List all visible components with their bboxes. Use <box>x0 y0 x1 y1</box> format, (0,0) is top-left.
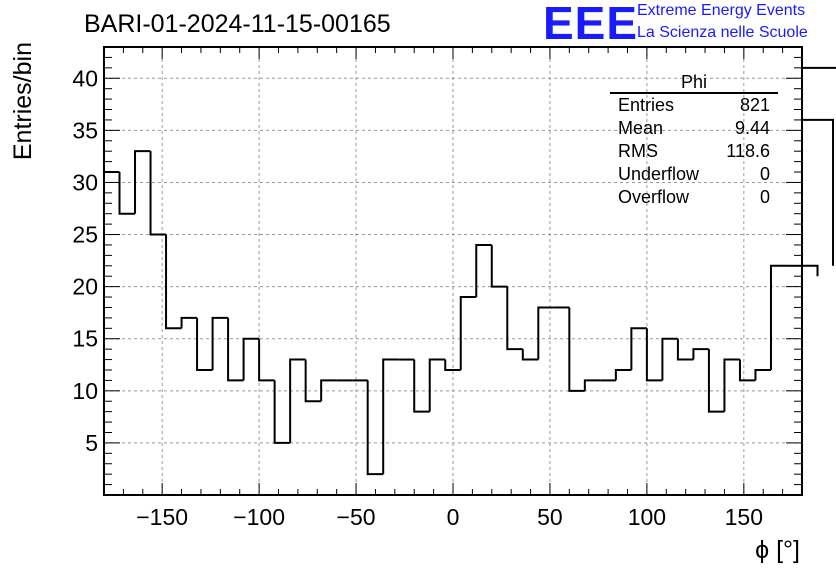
y-tick-label: 20 <box>72 274 98 300</box>
grid-lines <box>104 47 802 495</box>
histogram-bin <box>723 358 740 412</box>
histogram-bin <box>459 296 477 370</box>
y-tick-label: 10 <box>72 378 98 404</box>
stats-value: 118.6 <box>726 141 770 161</box>
x-tick-label: −150 <box>136 504 188 530</box>
y-tick-label: 40 <box>72 65 98 91</box>
stats-divider <box>610 92 778 94</box>
histogram-bin <box>738 359 756 382</box>
stats-label: Underflow <box>618 164 700 184</box>
histogram-bin <box>428 358 446 412</box>
stats-row-mean: Mean 9.44 <box>610 117 778 140</box>
histogram-bin <box>242 337 260 381</box>
histogram-bin <box>475 243 492 298</box>
histogram-bin <box>180 316 198 329</box>
histogram-bin <box>661 337 678 381</box>
histogram-bin <box>802 118 835 266</box>
histogram-bin <box>103 171 120 495</box>
histogram-bin <box>444 359 461 371</box>
histogram-bin <box>707 349 725 413</box>
stats-row-underflow: Underflow 0 <box>610 163 778 186</box>
tick-labels: −150 −100 −50 0 50 100 150 5 10 15 20 25 30 35 40 <box>72 65 763 530</box>
chart-title: BARI-01-2024-11-15-00165 <box>84 10 391 38</box>
histogram-bin <box>769 264 787 370</box>
histogram-bin <box>802 264 819 277</box>
histogram-bin <box>521 349 539 361</box>
y-axis-label: Entries/bin <box>9 42 37 160</box>
stats-value: 0 <box>759 164 770 184</box>
histogram-bin <box>304 359 322 403</box>
y-tick-label: 25 <box>72 222 98 248</box>
histogram-bin <box>165 234 182 330</box>
stats-box: Phi Entries 821 Mean 9.44 RMS 118.6 Unde… <box>610 72 778 209</box>
histogram-bin <box>568 307 585 392</box>
histogram-bin <box>289 358 306 443</box>
histogram-bin <box>366 380 384 476</box>
stats-title: Phi <box>680 72 707 92</box>
histogram-bin <box>227 317 244 382</box>
histogram-bin <box>802 66 836 69</box>
histogram-bin <box>537 306 554 360</box>
histogram-bin <box>490 244 508 288</box>
histogram-bin <box>211 316 229 370</box>
x-tick-label: 150 <box>725 504 763 530</box>
stats-label: Entries <box>618 95 675 115</box>
stats-label: Overflow <box>618 187 690 207</box>
eee-logo: EEE <box>543 0 639 49</box>
logo-subtitle-1: Extreme Energy Events <box>637 2 806 19</box>
histogram-bin <box>676 338 694 361</box>
histogram-bin <box>196 317 213 371</box>
histogram-bin <box>754 368 771 381</box>
stats-value: 9.44 <box>734 118 770 138</box>
stats-row-rms: RMS 118.6 <box>610 140 778 163</box>
histogram-bin <box>413 359 430 413</box>
histogram-bin <box>382 358 399 475</box>
histogram-bin <box>506 286 523 351</box>
x-tick-label: 50 <box>537 504 563 530</box>
stats-value: 821 <box>739 95 770 115</box>
stats-value: 0 <box>759 187 770 207</box>
stats-row-entries: Entries 821 <box>610 94 778 117</box>
y-tick-label: 35 <box>72 117 98 143</box>
x-tick-label: −50 <box>337 504 376 530</box>
histogram-bin <box>645 328 663 382</box>
histogram-bin <box>614 368 632 381</box>
histogram-bin <box>583 379 601 391</box>
stats-row-overflow: Overflow 0 <box>610 186 778 209</box>
histogram-bin <box>273 380 291 444</box>
histogram-bin <box>692 348 709 360</box>
histogram-bin <box>258 338 275 382</box>
axis-ticks <box>103 46 803 495</box>
logo-subtitle-2: La Scienza nelle Scuole <box>637 24 808 41</box>
x-axis-label: ϕ [°] <box>755 536 800 564</box>
stats-label: RMS <box>618 141 658 161</box>
x-tick-label: −100 <box>233 504 285 530</box>
y-tick-label: 15 <box>72 326 98 352</box>
histogram-bin <box>149 151 167 236</box>
histogram-bin <box>134 150 151 214</box>
stats-label: Mean <box>618 118 664 138</box>
histogram-bin <box>630 327 647 370</box>
histogram-bin <box>320 379 337 402</box>
y-tick-label: 5 <box>85 430 98 456</box>
x-tick-label: 0 <box>447 504 460 530</box>
x-tick-label: 100 <box>628 504 666 530</box>
histogram-bin <box>118 172 136 215</box>
y-tick-label: 30 <box>72 169 98 195</box>
